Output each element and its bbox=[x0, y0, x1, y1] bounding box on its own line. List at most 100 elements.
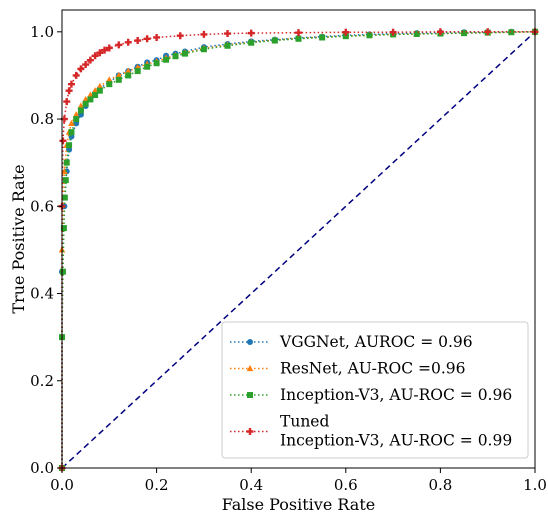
data-point bbox=[115, 76, 122, 83]
legend-box bbox=[221, 321, 529, 459]
data-point bbox=[101, 46, 109, 54]
data-point bbox=[91, 52, 99, 60]
data-point bbox=[87, 96, 94, 103]
data-point bbox=[73, 116, 80, 123]
series-line bbox=[61, 31, 535, 468]
legend-swatch-marker bbox=[246, 428, 254, 435]
data-point bbox=[200, 30, 208, 38]
data-point bbox=[134, 37, 142, 45]
data-point bbox=[124, 67, 132, 74]
legend-label: Tuned Inception-V3, AU-ROC = 0.99 bbox=[280, 413, 512, 450]
data-point bbox=[125, 72, 132, 79]
data-point bbox=[77, 107, 84, 114]
data-point bbox=[106, 81, 113, 88]
data-point bbox=[143, 35, 151, 43]
data-point bbox=[67, 80, 75, 88]
data-point bbox=[96, 87, 103, 94]
x-tick-label: 0.0 bbox=[50, 476, 74, 494]
data-point bbox=[106, 76, 113, 83]
data-point bbox=[413, 30, 420, 37]
data-point bbox=[153, 60, 160, 67]
data-point bbox=[62, 177, 69, 184]
plot-frame bbox=[61, 9, 536, 469]
data-point bbox=[124, 38, 132, 46]
data-point bbox=[224, 30, 232, 38]
data-point bbox=[61, 194, 68, 201]
data-point bbox=[65, 87, 73, 95]
data-point bbox=[176, 32, 184, 40]
data-point bbox=[200, 46, 207, 53]
legend-entry: Tuned Inception-V3, AU-ROC = 0.99 bbox=[230, 413, 512, 450]
data-point bbox=[366, 32, 373, 39]
x-tick-label: 0.2 bbox=[145, 476, 169, 494]
y-tick-label: 0.6 bbox=[30, 197, 54, 215]
data-point bbox=[72, 71, 80, 79]
y-tick-label: 0.4 bbox=[30, 285, 54, 303]
data-point bbox=[163, 56, 170, 63]
series-layer bbox=[58, 28, 539, 472]
data-point bbox=[271, 37, 278, 44]
data-point bbox=[82, 61, 90, 69]
data-point bbox=[389, 28, 397, 36]
data-point bbox=[59, 268, 66, 275]
data-point bbox=[105, 44, 113, 52]
data-point bbox=[342, 33, 349, 40]
data-point bbox=[295, 29, 302, 37]
data-point bbox=[172, 53, 179, 60]
y-axis-label: True Positive Rate bbox=[9, 164, 28, 313]
x-tick-label: 0.4 bbox=[239, 476, 263, 494]
y-tick-label: 1.0 bbox=[30, 23, 54, 41]
y-tick-label: 0.0 bbox=[30, 459, 54, 477]
chance-diagonal-line bbox=[61, 31, 536, 469]
data-point bbox=[68, 129, 75, 136]
data-point bbox=[77, 102, 85, 109]
data-point bbox=[96, 82, 104, 89]
x-axis-label: False Positive Rate bbox=[222, 495, 376, 514]
data-point bbox=[295, 35, 302, 42]
ticks-layer: 0.0 0.2 0.4 0.6 0.8 1.0 0.0 0.2 0.4 0.6 0.8 1.0 bbox=[30, 23, 547, 494]
data-point bbox=[247, 29, 255, 37]
data-point bbox=[144, 63, 151, 70]
x-tick-label: 0.6 bbox=[334, 476, 358, 494]
series-line bbox=[61, 31, 535, 468]
legend-label: Inception-V3, AU-ROC = 0.96 bbox=[280, 386, 512, 404]
data-point bbox=[484, 28, 492, 36]
legend-swatch-marker bbox=[247, 392, 253, 398]
data-point bbox=[342, 28, 350, 36]
legend-entry: VGGNet, AUROC = 0.96 bbox=[230, 333, 473, 351]
x-tick-label: 1.0 bbox=[523, 476, 547, 494]
legend-entry: ResNet, AU-ROC =0.96 bbox=[230, 360, 466, 378]
legend-entry: Inception-V3, AU-ROC = 0.96 bbox=[230, 386, 512, 404]
legend-label: ResNet, AU-ROC =0.96 bbox=[280, 360, 466, 378]
data-point bbox=[66, 142, 73, 149]
data-point bbox=[461, 30, 468, 37]
data-point bbox=[61, 167, 68, 174]
legend-label: VGGNet, AUROC = 0.96 bbox=[279, 333, 473, 351]
data-point bbox=[181, 50, 188, 57]
data-point bbox=[72, 111, 80, 118]
data-point bbox=[92, 92, 99, 99]
data-point bbox=[86, 56, 94, 64]
data-point bbox=[91, 87, 99, 94]
data-point bbox=[68, 119, 75, 127]
data-point bbox=[96, 49, 104, 57]
y-tick-label: 0.2 bbox=[30, 372, 54, 390]
data-point bbox=[115, 71, 123, 79]
x-tick-label: 0.8 bbox=[428, 476, 452, 494]
data-point bbox=[508, 29, 515, 36]
data-point bbox=[59, 137, 67, 145]
data-point bbox=[82, 95, 89, 103]
legend: VGGNet, AUROC = 0.96 ResNet, AU-ROC =0.96… bbox=[221, 321, 529, 459]
series-plus-group bbox=[58, 28, 539, 472]
data-point bbox=[63, 159, 70, 166]
data-point bbox=[77, 65, 85, 73]
data-point bbox=[319, 34, 326, 41]
data-point bbox=[153, 33, 161, 41]
data-point bbox=[60, 225, 67, 232]
y-tick-label: 0.8 bbox=[30, 110, 54, 128]
data-point bbox=[248, 39, 255, 46]
data-point bbox=[436, 28, 444, 36]
legend-swatch-marker bbox=[246, 364, 254, 372]
diagonal-layer bbox=[61, 31, 536, 469]
